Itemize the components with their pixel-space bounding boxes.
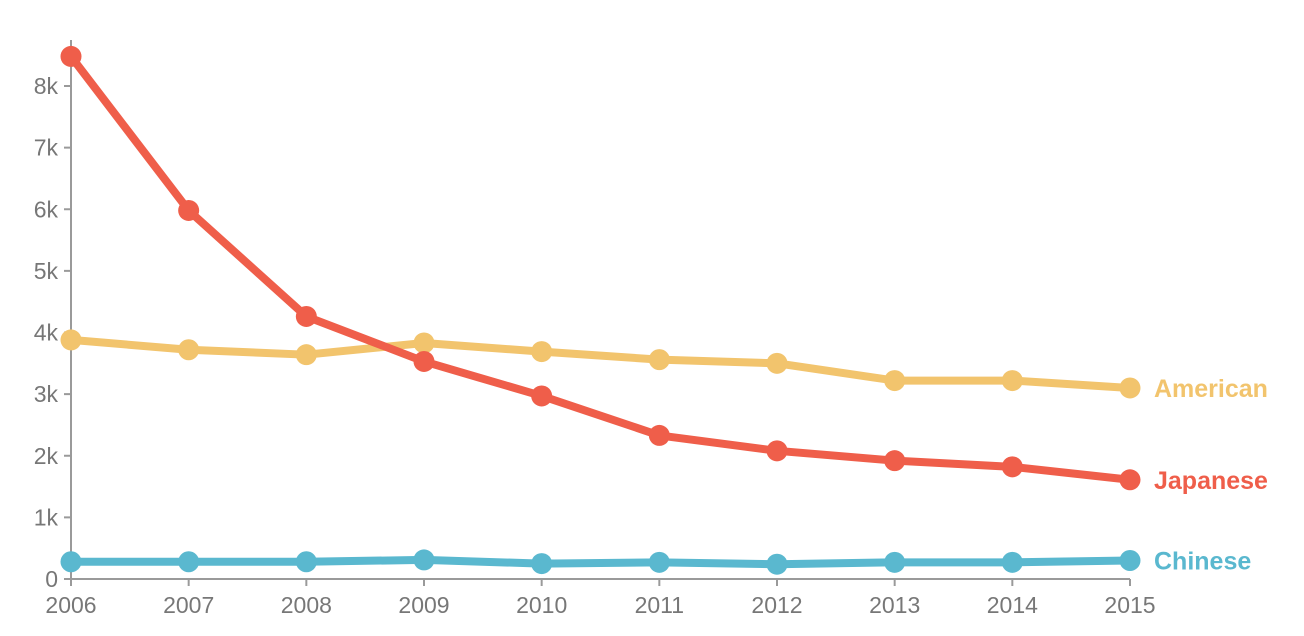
data-point-chinese — [648, 551, 670, 573]
y-tick-label: 5k — [34, 258, 59, 284]
data-point-japanese — [413, 350, 435, 372]
x-tick-label: 2011 — [635, 592, 684, 618]
y-tick-label: 2k — [34, 443, 59, 469]
y-tick-label: 8k — [34, 73, 59, 99]
y-tick-label: 6k — [34, 196, 59, 222]
x-tick-label: 2008 — [281, 592, 332, 618]
data-point-japanese — [648, 424, 670, 446]
data-point-american — [60, 329, 82, 351]
data-point-chinese — [178, 551, 200, 573]
data-point-japanese — [178, 199, 200, 221]
chart-axes: 0 1k 2k 3k 4k 5k 6k 7k 8k 2006 2007 2008 2009 2010 201… — [34, 40, 1156, 618]
x-tick-label: 2009 — [398, 592, 449, 618]
data-point-chinese — [1001, 551, 1023, 573]
y-tick-label: 7k — [34, 135, 59, 161]
data-point-american — [648, 349, 670, 371]
series-line-american — [67, 335, 1134, 392]
data-point-japanese — [60, 45, 82, 67]
y-tick-label: 3k — [34, 381, 59, 407]
series-label-japanese: Japanese — [1154, 467, 1268, 495]
y-tick-label: 0 — [45, 566, 58, 592]
data-point-american — [531, 341, 553, 363]
series-american — [60, 329, 1141, 399]
series-chinese — [60, 549, 1141, 575]
data-point-american — [295, 344, 317, 366]
data-point-chinese — [295, 551, 317, 573]
data-point-american — [1119, 377, 1141, 399]
series-line-japanese — [67, 52, 1134, 484]
data-point-japanese — [766, 440, 788, 462]
x-tick-label: 2014 — [987, 592, 1038, 618]
data-point-japanese — [531, 385, 553, 407]
data-point-chinese — [531, 553, 553, 575]
data-point-american — [884, 370, 906, 392]
data-point-chinese — [766, 553, 788, 575]
x-tick-label: 2006 — [45, 592, 96, 618]
series-label-chinese: Chinese — [1154, 548, 1251, 576]
chart-series-labels: American Japanese Chinese — [1154, 375, 1268, 576]
data-point-chinese — [413, 549, 435, 571]
y-tick-label: 1k — [34, 504, 59, 530]
series-japanese — [60, 45, 1141, 491]
data-point-japanese — [295, 305, 317, 327]
x-tick-label: 2012 — [751, 592, 802, 618]
data-point-american — [413, 332, 435, 354]
data-point-american — [1001, 370, 1023, 392]
data-point-japanese — [1001, 456, 1023, 478]
data-point-japanese — [1119, 469, 1141, 491]
data-point-chinese — [884, 551, 906, 573]
y-tick-label: 4k — [34, 320, 59, 346]
x-tick-label: 2015 — [1104, 592, 1155, 618]
x-tick-label: 2010 — [516, 592, 567, 618]
data-point-chinese — [60, 551, 82, 573]
chart-series — [60, 45, 1141, 575]
series-line-chinese — [67, 555, 1134, 569]
data-point-japanese — [884, 450, 906, 472]
x-tick-label: 2013 — [869, 592, 920, 618]
x-tick-label: 2007 — [163, 592, 214, 618]
series-label-american: American — [1154, 375, 1268, 403]
data-point-american — [178, 339, 200, 361]
data-point-american — [766, 352, 788, 374]
data-point-chinese — [1119, 550, 1141, 572]
